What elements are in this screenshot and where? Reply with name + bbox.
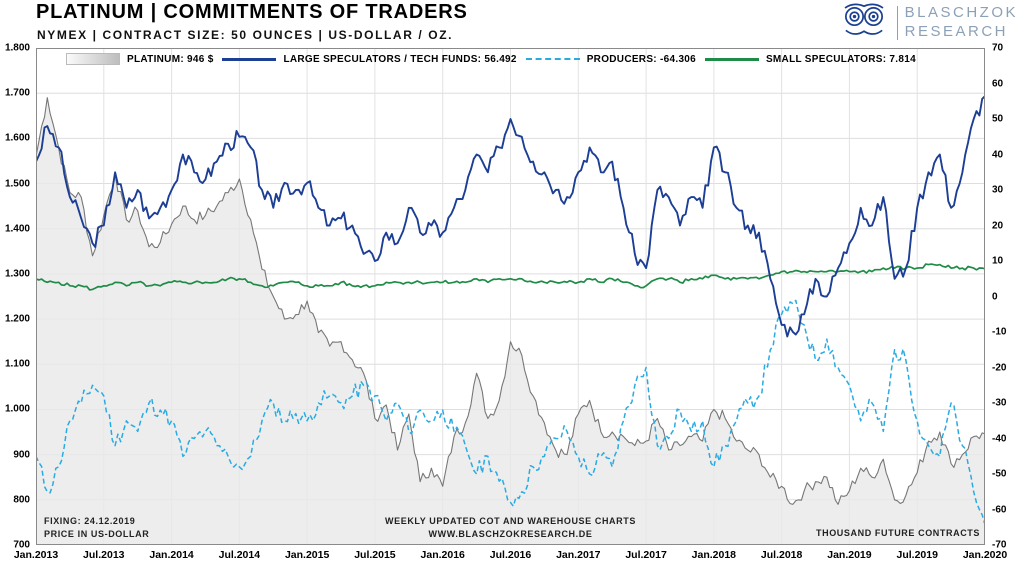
x-tick-label: Jul.2015 [354, 549, 396, 561]
contracts-unit-label: THOUSAND FUTURE CONTRACTS [816, 528, 980, 538]
brand-divider [896, 5, 898, 40]
y-left-tick-label: 1.800 [4, 42, 30, 54]
y-left-tick-label: 800 [13, 494, 30, 506]
y-right-tick-label: -40 [992, 433, 1007, 444]
y-axis-right-contracts: 70 60 50 40 30 20 10 0 -10 -20 -30 -40 -50 -60 -70 [990, 43, 1024, 551]
y-right-tick-label: -30 [992, 397, 1007, 409]
producers-line [36, 299, 985, 526]
x-tick-label: Jul.2017 [625, 549, 667, 561]
y-left-tick-label: 1.200 [4, 313, 30, 325]
page-subtitle: NYMEX | CONTRACT SIZE: 50 OUNCES | US-DO… [37, 28, 454, 42]
y-right-tick-label: 70 [992, 42, 1004, 54]
y-left-tick-label: 1.400 [4, 223, 30, 235]
y-left-tick-label: 1.100 [4, 358, 30, 370]
legend-item: SMALL SPECULATORS: 7.814 [704, 53, 916, 65]
y-right-tick-label: 60 [992, 78, 1004, 89]
y-right-tick-label: 0 [992, 291, 998, 302]
y-left-tick-label: 1.300 [4, 268, 30, 280]
legend-label: PLATINUM: 946 $ [127, 53, 214, 65]
legend-item: PLATINUM: 946 $ [66, 53, 214, 65]
y-left-tick-label: 1.000 [4, 403, 30, 415]
y-right-tick-label: 50 [992, 113, 1004, 125]
x-tick-label: Jul.2016 [489, 549, 532, 561]
y-right-tick-label: 30 [992, 184, 1004, 196]
brand-name: BLASCHZOK RESEARCH [905, 4, 1018, 42]
price-unit-label: PRICE IN US-DOLLAR [44, 529, 150, 539]
weekly-updated-label: WEEKLY UPDATED COT AND WAREHOUSE CHARTS [385, 516, 636, 526]
y-left-tick-label: 1.700 [4, 87, 30, 99]
x-tick-label: Jan.2016 [420, 549, 465, 561]
y-left-tick-label: 900 [13, 449, 30, 461]
legend-item: PRODUCERS: -64.306 [525, 53, 697, 65]
y-left-tick-label: 700 [13, 539, 30, 551]
x-tick-label: Jan.2018 [691, 549, 737, 561]
platinum-area [36, 97, 985, 545]
brand-logo: BLASCHZOK RESEARCH [838, 1, 1018, 44]
y-right-tick-label: 40 [992, 149, 1004, 160]
legend-swatch-dash [525, 58, 580, 60]
brand-line1: BLASCHZOK [904, 3, 1018, 21]
x-tick-label: Jul.2019 [896, 549, 938, 561]
chart-legend: PLATINUM: 946 $ LARGE SPECULATORS / TECH … [66, 53, 916, 65]
small-speculators-line [36, 263, 985, 291]
page-title: PLATINUM | COMMITMENTS OF TRADERS [36, 1, 468, 23]
y-axis-left-price: 1.800 1.700 1.600 1.500 1.400 1.300 1.200 1.100… [0, 43, 32, 551]
x-tick-label: Jul.2018 [760, 549, 803, 561]
x-tick-label: Jul.2013 [83, 549, 125, 561]
y-right-tick-label: -70 [992, 539, 1007, 551]
plot-area [36, 48, 985, 545]
x-tick-label: Jan.2013 [13, 549, 59, 561]
x-axis-dates: Jan.2013 Jul.2013 Jan.2014 Jul.2014 Jan.2015… [14, 548, 1007, 566]
y-right-tick-label: -20 [992, 362, 1007, 373]
x-tick-label: Jan.2014 [149, 549, 194, 561]
legend-label: LARGE SPECULATORS / TECH FUNDS: 56.492 [283, 53, 517, 65]
footnote-center-block: WEEKLY UPDATED COT AND WAREHOUSE CHARTS … [36, 515, 985, 541]
platinum-line [36, 97, 985, 505]
owl-logo-icon [838, 1, 890, 44]
x-tick-label: Jan.2017 [556, 549, 601, 561]
x-tick-label: Jan.2019 [827, 549, 872, 561]
legend-label: PRODUCERS: -64.306 [586, 53, 697, 65]
y-left-tick-label: 1.600 [4, 132, 30, 144]
y-right-tick-label: 20 [992, 220, 1004, 231]
legend-swatch-line [222, 57, 277, 61]
brand-line2: RESEARCH [904, 22, 1008, 40]
y-right-tick-label: -10 [992, 326, 1007, 338]
legend-item: LARGE SPECULATORS / TECH FUNDS: 56.492 [222, 54, 516, 65]
y-right-tick-label: 10 [992, 255, 1004, 267]
y-right-tick-label: -50 [992, 468, 1007, 480]
x-tick-label: Jan.2015 [284, 549, 330, 561]
chart-canvas [36, 48, 985, 545]
x-tick-label: Jul.2014 [218, 549, 261, 561]
legend-label: SMALL SPECULATORS: 7.814 [765, 53, 916, 65]
y-left-tick-label: 1.500 [4, 178, 30, 190]
website-url-label: WWW.BLASCHZOKRESEARCH.DE [428, 529, 593, 539]
large-speculators-line [36, 95, 985, 338]
plot-frame [36, 48, 985, 545]
footnote-fixing-block: FIXING: 24.12.2019 PRICE IN US-DOLLAR [44, 515, 149, 541]
fixing-date-label: FIXING: 24.12.2019 [44, 516, 136, 526]
legend-swatch-green [704, 57, 759, 61]
x-tick-label: Jan.2020 [962, 549, 1008, 561]
legend-swatch-area [66, 53, 120, 65]
y-right-tick-label: -60 [992, 504, 1007, 515]
